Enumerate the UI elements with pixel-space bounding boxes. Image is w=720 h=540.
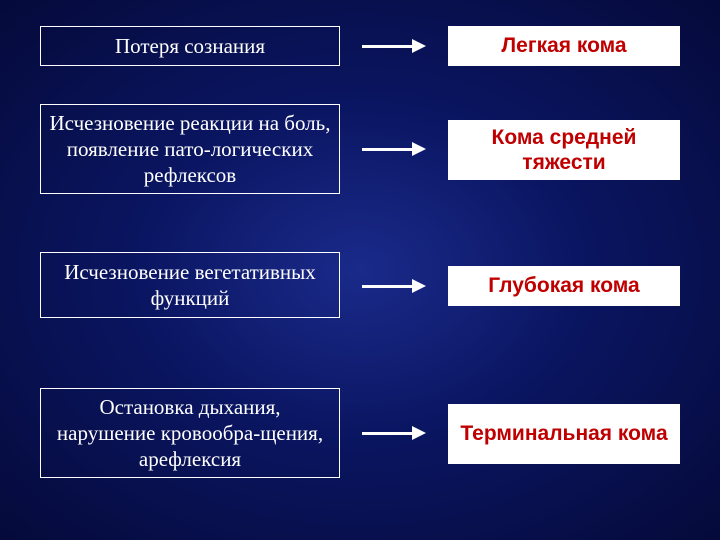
arrow-line-icon xyxy=(362,45,412,48)
arrow-head-icon xyxy=(412,279,426,293)
stage-box-1: Кома средней тяжести xyxy=(448,120,680,180)
stage-box-0: Легкая кома xyxy=(448,26,680,66)
arrow-line-icon xyxy=(362,148,412,151)
arrow-line-icon xyxy=(362,285,412,288)
arrow-head-icon xyxy=(412,142,426,156)
stage-box-2: Глубокая кома xyxy=(448,266,680,306)
stage-box-3: Терминальная кома xyxy=(448,404,680,464)
symptom-box-2: Исчезновение вегетативных функций xyxy=(40,252,340,318)
symptom-box-1: Исчезновение реакции на боль, появление … xyxy=(40,104,340,194)
arrow-2 xyxy=(362,279,426,293)
arrow-head-icon xyxy=(412,426,426,440)
symptom-box-0: Потеря сознания xyxy=(40,26,340,66)
arrow-3 xyxy=(362,426,426,440)
arrow-head-icon xyxy=(412,39,426,53)
arrow-0 xyxy=(362,39,426,53)
arrow-1 xyxy=(362,142,426,156)
arrow-line-icon xyxy=(362,432,412,435)
symptom-box-3: Остановка дыхания, нарушение кровообра-щ… xyxy=(40,388,340,478)
